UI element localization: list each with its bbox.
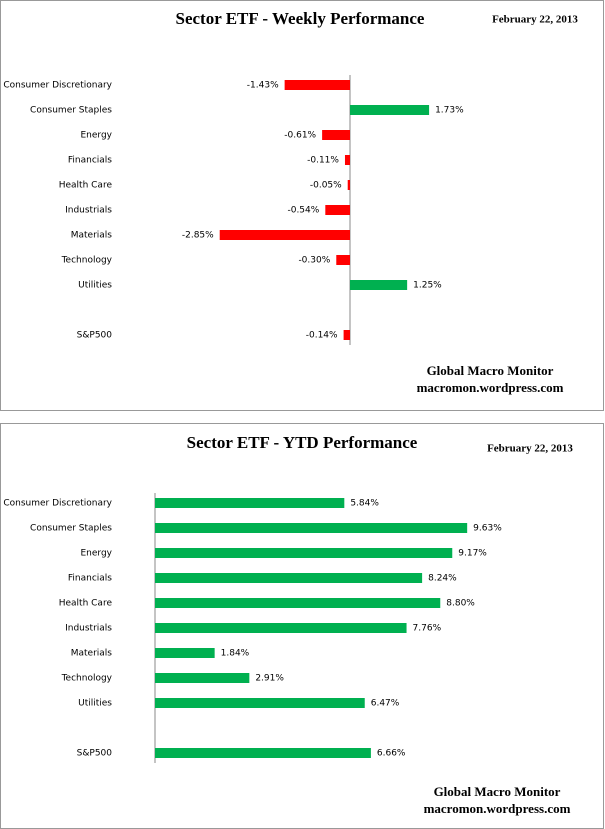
value-label: -0.05%: [310, 181, 342, 191]
bar: [155, 523, 468, 533]
category-label: Financials: [68, 156, 112, 166]
value-label: 2.91%: [255, 674, 284, 684]
value-label: -0.11%: [307, 156, 339, 166]
bar: [350, 280, 408, 290]
source-note: Global Macro Monitor: [434, 784, 561, 799]
value-label: 9.17%: [458, 549, 487, 559]
category-label: Industrials: [65, 206, 112, 216]
bar: [219, 230, 350, 240]
value-label: -0.61%: [284, 131, 316, 141]
bar: [155, 673, 250, 683]
category-label: Energy: [80, 549, 112, 559]
category-label: Utilities: [78, 699, 112, 709]
bar: [325, 205, 350, 215]
category-label: Consumer Staples: [30, 524, 112, 534]
source-note: macromon.wordpress.com: [417, 380, 564, 395]
value-label: 6.47%: [371, 699, 400, 709]
value-label: -0.30%: [298, 256, 330, 266]
value-label: -0.54%: [287, 206, 319, 216]
category-label: Technology: [61, 256, 113, 266]
category-label: Financials: [68, 574, 112, 584]
category-label: Consumer Discretionary: [3, 499, 112, 509]
value-label: 5.84%: [350, 499, 379, 509]
category-label: Consumer Staples: [30, 106, 112, 116]
value-label: 7.76%: [413, 624, 442, 634]
category-label: Consumer Discretionary: [3, 81, 112, 91]
panel-frame: [0, 0, 604, 411]
bar: [155, 748, 371, 758]
bar: [155, 498, 345, 508]
chart-title: Sector ETF - YTD Performance: [187, 433, 418, 452]
bar: [350, 105, 430, 115]
category-label: Health Care: [59, 181, 113, 191]
value-label: 9.63%: [473, 524, 502, 534]
chart-date: February 22, 2013: [487, 443, 573, 455]
bar: [155, 598, 441, 608]
bar: [284, 80, 350, 90]
bar: [155, 698, 365, 708]
source-note: macromon.wordpress.com: [424, 801, 571, 816]
category-label: S&P500: [77, 331, 113, 341]
bar: [155, 548, 453, 558]
bar: [155, 648, 215, 658]
bar: [343, 330, 350, 340]
source-note: Global Macro Monitor: [427, 363, 554, 378]
bar: [322, 130, 350, 140]
bar: [344, 155, 350, 165]
category-label: Technology: [61, 674, 113, 684]
bar: [155, 623, 407, 633]
value-label: 1.84%: [221, 649, 250, 659]
bar: [347, 180, 350, 190]
value-label: 1.25%: [413, 281, 442, 291]
value-label: 6.66%: [377, 749, 406, 759]
value-label: -1.43%: [247, 81, 279, 91]
category-label: Materials: [71, 649, 113, 659]
value-label: 8.24%: [428, 574, 457, 584]
category-label: Utilities: [78, 281, 112, 291]
category-label: Materials: [71, 231, 113, 241]
chart-date: February 22, 2013: [492, 14, 578, 26]
bar: [155, 573, 423, 583]
value-label: 1.73%: [435, 106, 464, 116]
chart-title: Sector ETF - Weekly Performance: [176, 9, 425, 28]
value-label: -0.14%: [306, 331, 338, 341]
category-label: S&P500: [77, 749, 113, 759]
category-label: Industrials: [65, 624, 112, 634]
category-label: Energy: [80, 131, 112, 141]
bar: [336, 255, 350, 265]
category-label: Health Care: [59, 599, 113, 609]
value-label: -2.85%: [182, 231, 214, 241]
value-label: 8.80%: [446, 599, 475, 609]
